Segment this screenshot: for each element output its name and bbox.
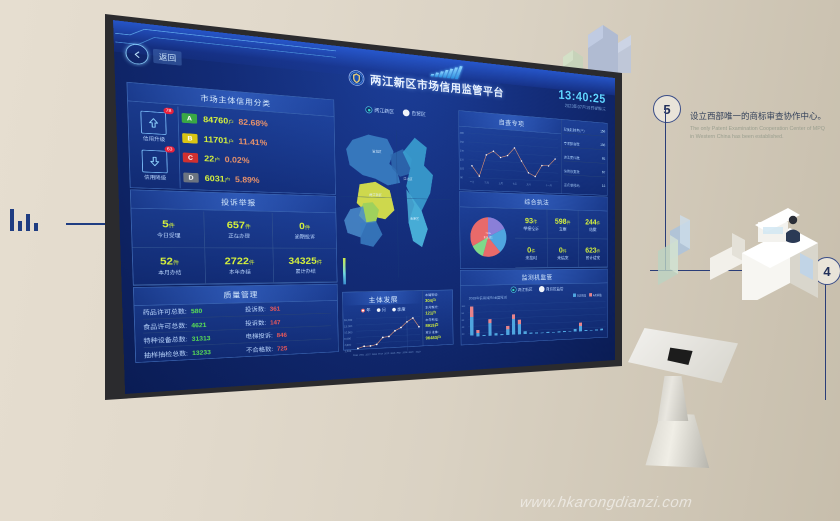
svg-text:五月: 五月: [499, 182, 503, 185]
svg-text:2010: 2010: [353, 354, 358, 357]
svg-text:250: 250: [460, 140, 464, 143]
svg-text:执法占比: 执法占比: [484, 235, 493, 239]
svg-text:100: 100: [461, 305, 465, 308]
svg-text:江北区: 江北区: [403, 176, 412, 181]
svg-text:2019: 2019: [409, 350, 414, 353]
svg-text:三月: 三月: [484, 181, 488, 184]
svg-text:10,000: 10,000: [344, 331, 352, 334]
svg-text:4,000: 4,000: [344, 343, 351, 346]
svg-text:16,000: 16,000: [344, 319, 352, 322]
svg-text:300: 300: [460, 131, 464, 134]
svg-text:2016: 2016: [390, 351, 395, 354]
svg-text:2017: 2017: [396, 351, 401, 354]
svg-text:2011: 2011: [359, 353, 364, 356]
svg-text:2014: 2014: [378, 352, 383, 355]
svg-text:20: 20: [462, 333, 465, 336]
svg-text:十一月: 十一月: [546, 183, 552, 187]
svg-text:2020: 2020: [416, 350, 421, 353]
svg-text:两江新区: 两江新区: [369, 192, 382, 197]
svg-text:80: 80: [462, 312, 465, 315]
svg-text:2018: 2018: [403, 351, 408, 354]
svg-text:南岸区: 南岸区: [410, 216, 419, 221]
svg-text:50: 50: [460, 176, 463, 179]
svg-text:九月: 九月: [526, 182, 530, 186]
svg-text:一月: 一月: [470, 181, 475, 184]
svg-text:40: 40: [462, 326, 465, 329]
svg-text:8,000: 8,000: [344, 337, 351, 340]
svg-text:150: 150: [460, 158, 464, 161]
svg-text:2015: 2015: [384, 352, 389, 355]
svg-text:渝北区: 渝北区: [372, 149, 381, 154]
svg-text:73%: 73%: [485, 231, 491, 235]
svg-text:200: 200: [460, 149, 464, 152]
svg-text:60: 60: [462, 319, 465, 322]
svg-text:13,000: 13,000: [344, 325, 352, 328]
svg-text:1,500: 1,500: [345, 350, 352, 353]
svg-text:七月: 七月: [513, 182, 517, 186]
svg-text:2013: 2013: [372, 352, 377, 355]
svg-text:100: 100: [460, 167, 464, 170]
svg-text:2012: 2012: [366, 353, 371, 356]
